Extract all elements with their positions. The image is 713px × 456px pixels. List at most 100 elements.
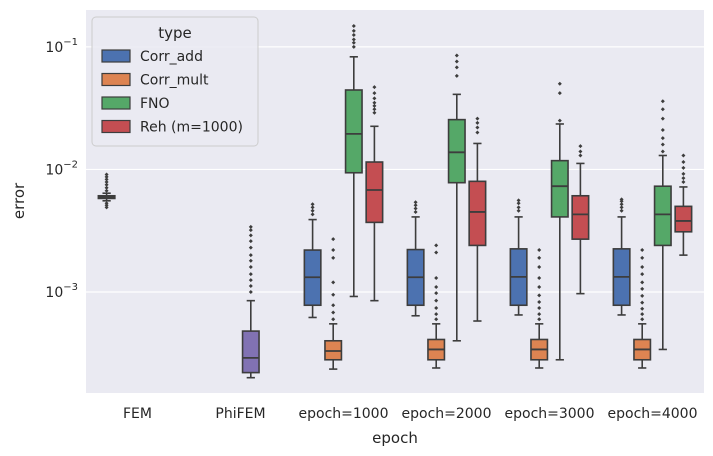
x-tick-label-3: epoch=2000 [402,406,492,422]
flier-point [537,306,542,311]
flier-point [681,160,686,165]
box-epoch=4000-Corr_add [612,197,631,316]
flier-point [475,130,480,135]
flier-point [351,33,356,38]
flier-point [537,265,542,270]
flier-point [516,201,521,206]
flier-point [681,176,686,181]
legend-swatch-3 [101,119,131,134]
flier-point [331,303,336,308]
flier-point [434,298,439,303]
flier-point [413,203,418,208]
legend-label-3: Reh (m=1000) [140,120,243,136]
flier-point [660,149,665,154]
flier-point [248,258,253,263]
flier-point [619,205,624,210]
flier-point [104,203,109,208]
flier-point [104,180,109,185]
y-tick-labels: 10−3 10−2 10−1 [45,37,78,301]
flier-point [248,233,253,238]
flier-point [516,198,521,203]
flier-point [331,255,336,260]
flier-point [372,91,377,96]
flier-point [104,174,109,179]
flier-point [372,110,377,115]
legend-label-2: FNO [140,96,170,112]
box-epoch=1000-Corr_add [303,202,322,319]
box-epoch=3000-FNO [550,81,569,361]
flier-point [475,125,480,130]
flier-point [331,317,336,322]
flier-point [434,312,439,317]
x-tick-label-4: epoch=3000 [505,406,595,422]
flier-point [372,100,377,105]
box-epoch=1000-FNO [344,24,363,298]
flier-point [557,118,562,123]
flier-point [248,239,253,244]
box-epoch=3000-Reh (m=1000) [571,144,590,295]
flier-point [681,153,686,158]
box-epoch=2000-Corr_mult [427,243,446,369]
box-epoch=4000-Reh (m=1000) [674,153,693,256]
flier-point [537,284,542,289]
flier-point [310,208,315,213]
flier-point [557,91,562,96]
flier-point [537,312,542,317]
flier-point [372,85,377,90]
flier-point [331,248,336,253]
flier-point [104,182,109,187]
flier-point [434,284,439,289]
flier-point [104,188,109,193]
box-epoch=4000-FNO [653,99,672,351]
x-tick-labels: FEM PhiFEM epoch=1000 epoch=2000 epoch=3000 e… [123,406,697,422]
flier-point [104,172,109,177]
flier-point [640,317,645,322]
flier-point [351,40,356,45]
flier-point [372,96,377,101]
box-epoch=2000-FNO [447,53,466,342]
flier-point [413,209,418,214]
flier-point [351,44,356,49]
box-epoch=2000-Reh (m=1000) [468,116,487,322]
y-axis-label: error [10,182,28,219]
boxes-layer [97,24,693,379]
box-epoch=2000-Corr_add [406,200,425,317]
flier-point [454,59,459,64]
flier-point [310,202,315,207]
flier-point [351,28,356,33]
legend-frame [91,16,259,147]
flier-point [640,248,645,253]
legend-title: type [158,24,192,42]
flier-point [578,144,583,149]
flier-point [331,237,336,242]
box-epoch=1000-Corr_mult [324,237,343,370]
flier-point [434,276,439,281]
flier-point [660,99,665,104]
x-tick-label-0: FEM [123,406,152,422]
flier-point [537,293,542,298]
flier-point [640,312,645,317]
flier-point [660,116,665,121]
flier-point [248,278,253,283]
x-tick-label-1: PhiFEM [215,406,265,422]
box-epoch=4000-Corr_mult [633,248,652,369]
flier-point [640,272,645,277]
flier-point [372,103,377,108]
flier-point [434,243,439,248]
flier-point [331,292,336,297]
flier-point [104,205,109,210]
flier-point [681,171,686,176]
flier-point [434,306,439,311]
x-tick-label-2: epoch=1000 [299,406,389,422]
flier-point [248,253,253,258]
flier-point [578,149,583,154]
flier-point [454,73,459,78]
flier-point [537,276,542,281]
y-tick-label-2: 10−1 [45,37,78,56]
flier-point [248,265,253,270]
flier-point [516,205,521,210]
box-FEM-FEM [97,172,116,210]
flier-point [640,255,645,260]
flier-point [640,306,645,311]
legend: type Corr_add Corr_mult FNO Reh (m=1000) [91,16,259,147]
